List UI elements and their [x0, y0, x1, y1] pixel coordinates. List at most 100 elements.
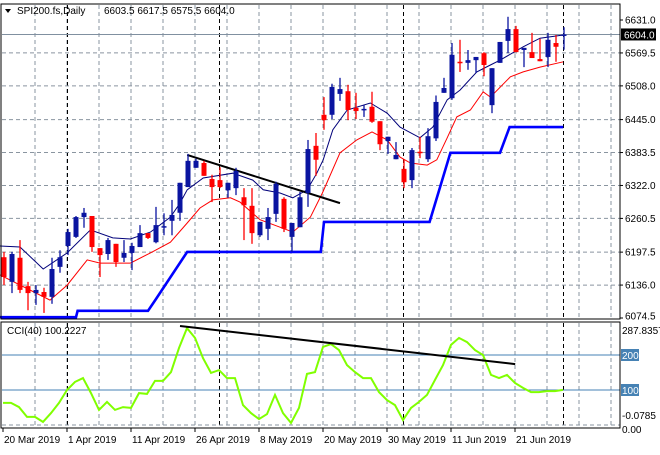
candle-body — [473, 56, 479, 61]
candle-body — [89, 215, 95, 248]
bull-candle — [65, 228, 71, 256]
candle-body — [369, 106, 375, 122]
date-tick-label: 30 May 2019 — [388, 435, 446, 446]
bear-candle — [417, 136, 423, 159]
current-price-badge — [621, 28, 656, 41]
bull-candle — [409, 147, 415, 189]
bull-candle — [329, 83, 335, 120]
bull-candle — [9, 251, 15, 294]
bull-candle — [129, 242, 135, 271]
candle-body — [169, 214, 175, 221]
bull-candle — [81, 207, 87, 228]
candle-body — [177, 182, 183, 213]
candle-body — [57, 257, 63, 267]
bull-candle — [257, 221, 263, 237]
candle-body — [441, 88, 447, 93]
candle-body — [281, 198, 287, 229]
bull-candle — [273, 181, 279, 222]
cci-level-label: 100 — [622, 386, 639, 397]
bull-candle — [393, 142, 399, 160]
bull-candle — [297, 191, 303, 228]
cci-zero-label: 0.00 — [622, 425, 642, 436]
candle-body — [33, 289, 39, 294]
candle-body — [65, 232, 71, 246]
candle-body — [433, 101, 439, 139]
candle-body — [121, 252, 127, 258]
bull-candle — [289, 222, 295, 252]
symbol-label: SPI200.fs,Daily — [17, 6, 85, 17]
price-tick-label: 6197.5 — [625, 248, 656, 259]
bear-candle — [209, 174, 215, 203]
candle-body — [137, 233, 143, 248]
bull-candle — [561, 27, 567, 50]
bear-candle — [201, 160, 207, 176]
candle-body — [9, 254, 15, 282]
bear-candle — [529, 32, 535, 59]
price-tick-label: 6445.0 — [625, 115, 656, 126]
cci-panel — [2, 324, 620, 426]
bear-candle — [401, 159, 407, 189]
bull-candle — [193, 158, 199, 168]
bull-candle — [449, 43, 455, 100]
candle-body — [377, 121, 383, 145]
bear-candle — [537, 38, 543, 62]
candle-body — [497, 41, 503, 63]
candle-body — [321, 114, 327, 121]
bull-candle — [153, 206, 159, 244]
candle-body — [481, 53, 487, 65]
candle-body — [417, 151, 423, 154]
candle-body — [113, 243, 119, 263]
bear-candle — [41, 287, 47, 313]
candle-body — [529, 52, 535, 59]
dropdown-triangle-icon[interactable] — [5, 9, 11, 13]
bull-candle — [497, 41, 503, 63]
bear-candle — [377, 121, 383, 151]
price-tick-label: 6074.5 — [625, 312, 656, 323]
bull-candle — [545, 32, 551, 68]
candle-body — [25, 286, 31, 294]
candle-body — [1, 257, 7, 278]
candle-body — [185, 160, 191, 188]
bull-candle — [57, 250, 63, 273]
bear-candle — [313, 132, 319, 176]
cci-panel-frame — [0, 321, 621, 429]
bear-candle — [281, 197, 287, 233]
candle-body — [313, 145, 319, 160]
date-tick-label: 20 Mar 2019 — [4, 435, 61, 446]
bear-candle — [113, 243, 119, 267]
candle-body — [513, 29, 519, 53]
date-tick-label: 11 Jun 2019 — [452, 435, 507, 446]
bear-candle — [513, 25, 519, 53]
bull-candle — [441, 77, 447, 93]
candle-body — [273, 183, 279, 214]
bull-candle — [465, 49, 471, 70]
bear-candle — [25, 281, 31, 311]
cci-level-label: 200 — [622, 351, 639, 362]
bull-candle — [433, 95, 439, 142]
bear-candle — [353, 92, 359, 120]
candle-body — [241, 197, 247, 206]
bull-candle — [425, 128, 431, 162]
cci-max-label: 287.8357 — [622, 326, 660, 337]
axes: 6631.0 6569.5 6508.0 6445.0 6383.5 6322.0 6260… — [2, 16, 660, 446]
bull-candle — [489, 68, 495, 114]
candle-body — [105, 240, 111, 255]
bull-candle — [265, 207, 271, 241]
cci-title: CCI(40) 100.2227 — [7, 326, 87, 337]
candle-body — [297, 197, 303, 228]
bear-candle — [17, 240, 23, 294]
candle-body — [17, 257, 23, 290]
bull-candle — [73, 215, 79, 238]
bull-candle — [121, 240, 127, 263]
date-tick-label: 11 Apr 2019 — [132, 435, 186, 446]
candle-body — [465, 60, 471, 63]
candle-body — [353, 107, 359, 112]
bear-candle — [481, 52, 487, 77]
candle-body — [49, 269, 55, 297]
bear-candle — [369, 91, 375, 123]
step-support-line — [0, 125, 564, 319]
cci-trendline — [179, 324, 516, 366]
candle-body — [393, 154, 399, 160]
candle-body — [233, 171, 239, 189]
